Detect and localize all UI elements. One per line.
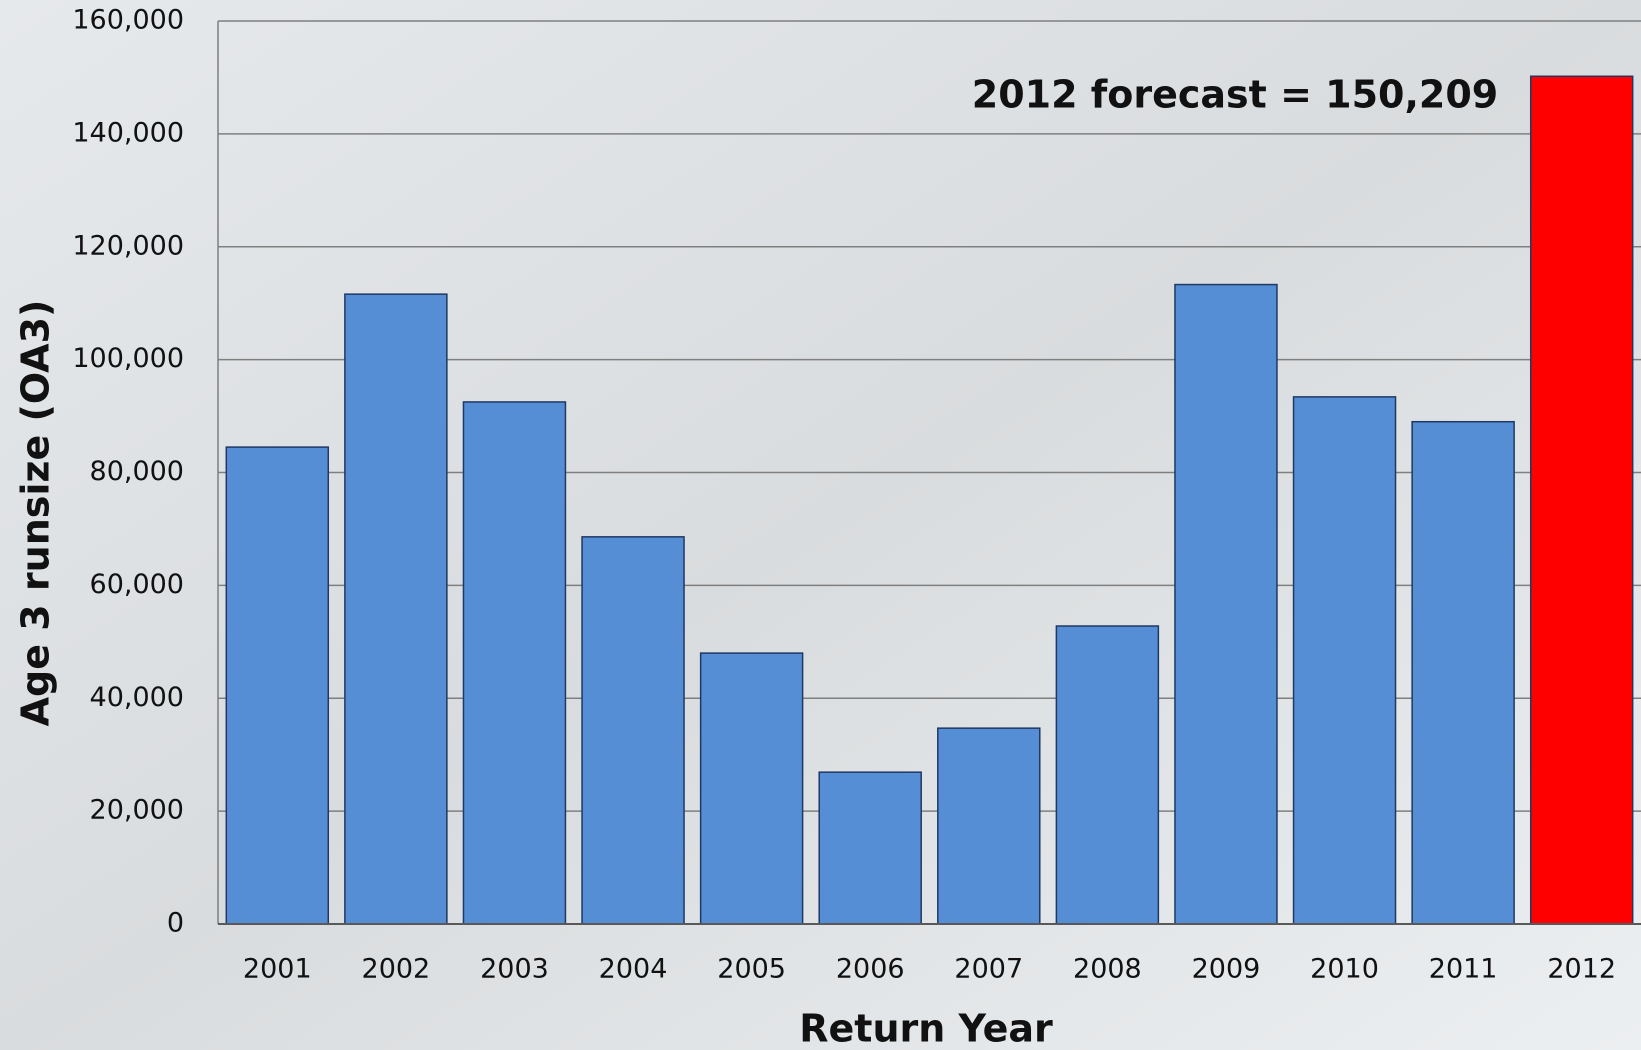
- x-tick-label: 2008: [1073, 954, 1142, 985]
- bar: [1174, 283, 1278, 925]
- bar: [1411, 420, 1515, 925]
- y-axis-title: Age 3 runsize (OA3): [14, 300, 58, 727]
- x-tick-label: 2002: [362, 954, 431, 985]
- x-tick-label: 2011: [1429, 954, 1498, 985]
- x-tick-label: 2006: [836, 954, 905, 985]
- x-tick-label: 2005: [717, 954, 786, 985]
- bar: [937, 727, 1041, 925]
- bar: [699, 652, 804, 925]
- bar: [818, 771, 922, 925]
- bar: [1529, 75, 1634, 925]
- x-tick-label: 2001: [243, 954, 312, 985]
- bar: [1292, 396, 1397, 925]
- y-tick-label: 20,000: [90, 795, 184, 826]
- bar: [581, 536, 685, 925]
- bar: [225, 446, 330, 925]
- y-tick-label: 40,000: [90, 682, 184, 713]
- y-tick-label: 160,000: [72, 5, 184, 36]
- bar: [344, 293, 448, 925]
- y-tick-label: 140,000: [72, 117, 184, 148]
- y-tick-label: 60,000: [90, 569, 184, 600]
- bar: [462, 401, 567, 925]
- y-tick-label: 100,000: [72, 343, 184, 374]
- y-tick-label: 120,000: [72, 230, 184, 261]
- y-tick-label: 0: [167, 908, 184, 939]
- x-tick-label: 2003: [480, 954, 549, 985]
- annotation: 2012 forecast = 150,209: [972, 73, 1498, 117]
- x-tick-label: 2007: [954, 954, 1023, 985]
- x-tick-label: 2004: [599, 954, 668, 985]
- x-axis-title: Return Year: [799, 1007, 1053, 1050]
- x-tick-label: 2012: [1547, 954, 1616, 985]
- x-tick-label: 2009: [1192, 954, 1261, 985]
- y-tick-label: 80,000: [90, 456, 184, 487]
- bar: [1055, 625, 1160, 925]
- x-tick-label: 2010: [1310, 954, 1379, 985]
